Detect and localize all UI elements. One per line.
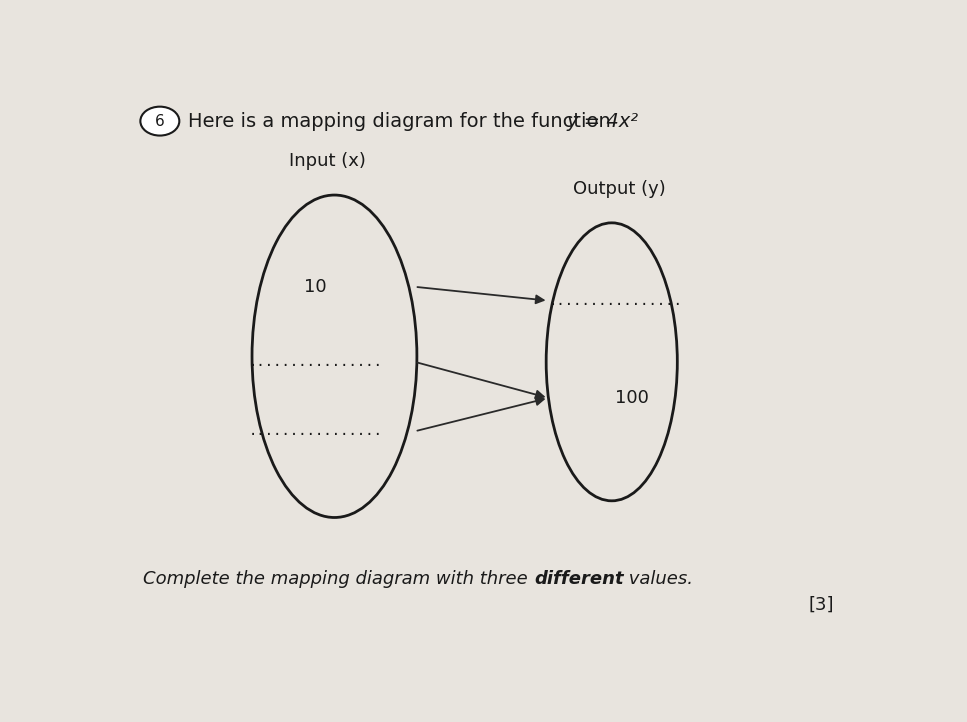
Text: 6: 6 bbox=[155, 113, 164, 129]
Text: y = 4x²: y = 4x² bbox=[567, 112, 639, 131]
Text: 10: 10 bbox=[305, 278, 327, 296]
Text: [3]: [3] bbox=[808, 596, 835, 614]
Text: 100: 100 bbox=[616, 389, 650, 407]
Text: Here is a mapping diagram for the function: Here is a mapping diagram for the functi… bbox=[189, 112, 611, 131]
Text: different: different bbox=[534, 570, 624, 588]
Text: Input (x): Input (x) bbox=[288, 152, 366, 170]
Text: Complete the mapping diagram with three: Complete the mapping diagram with three bbox=[143, 570, 534, 588]
Text: values.: values. bbox=[624, 570, 693, 588]
Circle shape bbox=[140, 107, 179, 136]
Text: ................: ................ bbox=[249, 355, 383, 369]
Text: Output (y): Output (y) bbox=[572, 180, 665, 198]
Text: ................: ................ bbox=[548, 294, 683, 308]
Text: ................: ................ bbox=[249, 425, 383, 438]
